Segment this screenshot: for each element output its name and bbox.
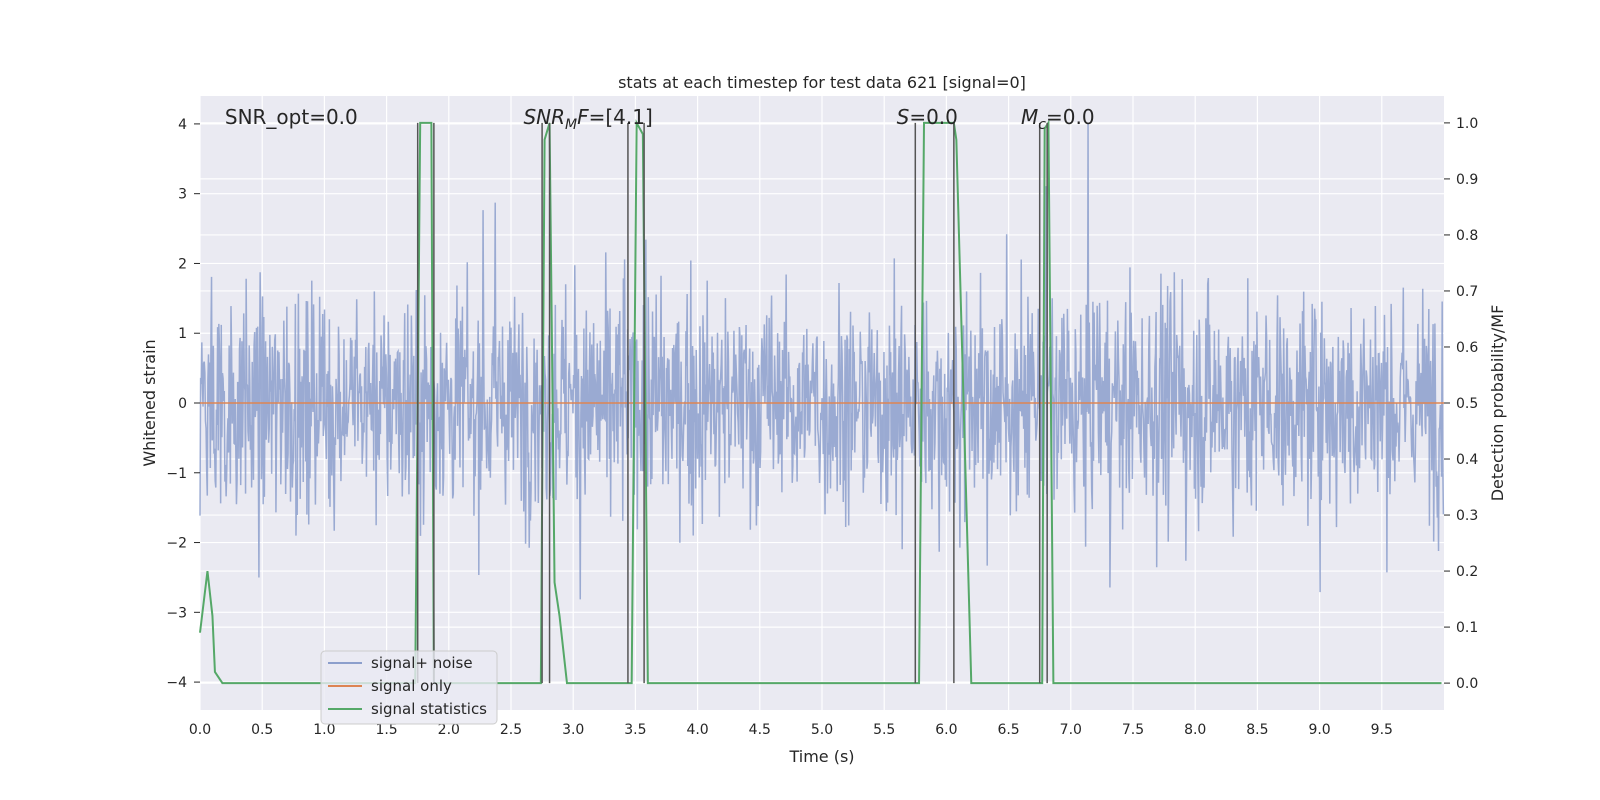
x-tick-label: 1.0 xyxy=(313,722,335,738)
x-axis-label: Time (s) xyxy=(788,747,854,766)
annotation-snr-opt: SNR_opt=0.0 xyxy=(225,105,358,129)
y2-tick-label: 0.9 xyxy=(1456,172,1478,188)
x-tick-label: 0.5 xyxy=(251,722,273,738)
x-tick-label: 2.0 xyxy=(438,722,460,738)
x-tick-label: 7.0 xyxy=(1060,722,1082,738)
x-tick-label: 8.5 xyxy=(1246,722,1268,738)
y2-tick-label: 0.6 xyxy=(1456,340,1478,356)
x-tick-label: 5.0 xyxy=(811,722,833,738)
x-tick-label: 3.5 xyxy=(624,722,646,738)
y-tick-label: 3 xyxy=(178,187,187,203)
annotation-snr-mf: SNRMF=[4.1] xyxy=(523,105,652,133)
y-tick-label: 1 xyxy=(178,326,187,342)
chart-title: stats at each timestep for test data 621… xyxy=(618,73,1026,92)
y-tick-label: 0 xyxy=(178,396,187,412)
x-tick-label: 2.5 xyxy=(500,722,522,738)
y-tick-label: 2 xyxy=(178,256,187,272)
y2-tick-label: 1.0 xyxy=(1456,116,1478,132)
x-tick-label: 5.5 xyxy=(873,722,895,738)
axes: 0.0 0.5 1.0 1.5 2.0 2.5 3.0 3.5 4.0 4.5 5.0 5.5 6.0 6… xyxy=(166,116,1478,738)
annotation-s-value: S=0.0 xyxy=(897,105,958,129)
x-tick-label: 0.0 xyxy=(189,722,211,738)
y2-tick-label: 0.0 xyxy=(1456,676,1478,692)
y-tick-label: −2 xyxy=(166,536,187,552)
event-markers xyxy=(416,122,1048,684)
y-tick-label: −3 xyxy=(166,605,187,621)
x-tick-label: 6.5 xyxy=(997,722,1019,738)
annotation-mc-value: Mc=0.0 xyxy=(1021,105,1095,133)
x-tick-label: 8.0 xyxy=(1184,722,1206,738)
y2-tick-label: 0.2 xyxy=(1456,564,1478,580)
x-tick-label: 6.0 xyxy=(935,722,957,738)
y2-tick-label: 0.5 xyxy=(1456,396,1478,412)
y-axis-label: Whitened strain xyxy=(140,339,159,466)
x-tick-label: 7.5 xyxy=(1122,722,1144,738)
legend-box xyxy=(320,650,498,725)
y2-tick-label: 0.1 xyxy=(1456,620,1478,636)
legend-label-statistics: signal statistics xyxy=(371,700,487,718)
x-tick-label: 4.5 xyxy=(749,722,771,738)
y2-tick-label: 0.7 xyxy=(1456,284,1478,300)
y-tick-label: 4 xyxy=(178,117,187,133)
x-tick-label: 1.5 xyxy=(375,722,397,738)
y2-tick-label: 0.3 xyxy=(1456,508,1478,524)
signal-noise-series xyxy=(199,123,1445,600)
y-tick-label: −4 xyxy=(166,675,187,691)
x-tick-label: 9.5 xyxy=(1371,722,1393,738)
legend-label-noise: signal+ noise xyxy=(371,654,473,672)
x-tick-label: 3.0 xyxy=(562,722,584,738)
annotations: SNR_opt=0.0 SNRMF=[4.1] S=0.0 Mc=0.0 xyxy=(225,105,1095,133)
x-tick-label: 4.0 xyxy=(686,722,708,738)
signal-statistics-line xyxy=(199,119,1442,685)
y2-tick-label: 0.8 xyxy=(1456,228,1478,244)
y-tick-label: −1 xyxy=(166,466,187,482)
series-lines xyxy=(199,119,1444,685)
legend: signal+ noise signal only signal statist… xyxy=(320,650,498,725)
y2-tick-label: 0.4 xyxy=(1456,452,1478,468)
x-tick-label: 9.0 xyxy=(1308,722,1330,738)
signal-noise-line xyxy=(199,123,1445,600)
y2-axis-label: Detection probability/MF xyxy=(1488,305,1507,502)
legend-label-signal-only: signal only xyxy=(371,677,452,695)
